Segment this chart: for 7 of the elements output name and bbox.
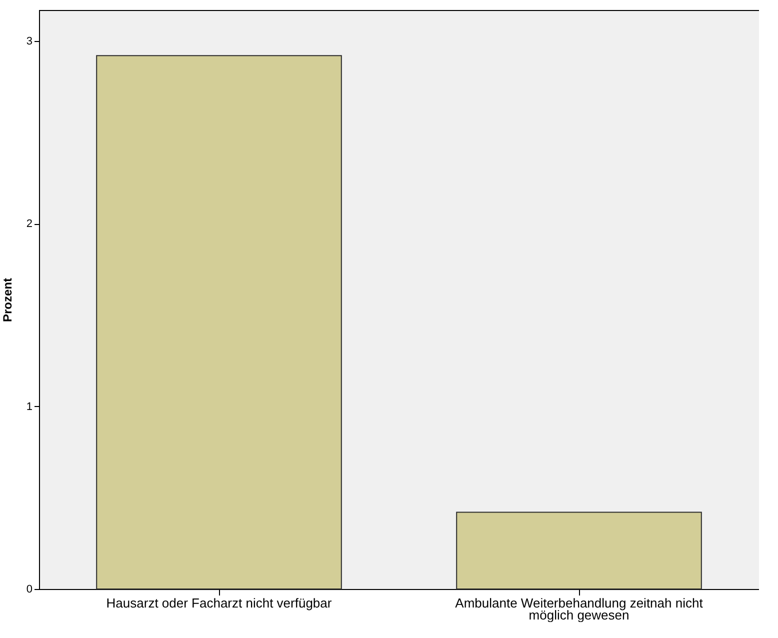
y-tick-label: 0 [26,584,32,596]
x-tick-label: Hausarzt oder Facharzt nicht verfügbar [106,596,332,610]
y-tick-label: 3 [26,36,32,48]
x-tick-label: Ambulante Weiterbehandlung zeitnah nicht möglich gewesen [455,596,704,622]
y-tick-label: 2 [26,218,32,230]
y-axis-title: Prozent [0,278,14,322]
y-tick-label: 1 [26,400,32,413]
